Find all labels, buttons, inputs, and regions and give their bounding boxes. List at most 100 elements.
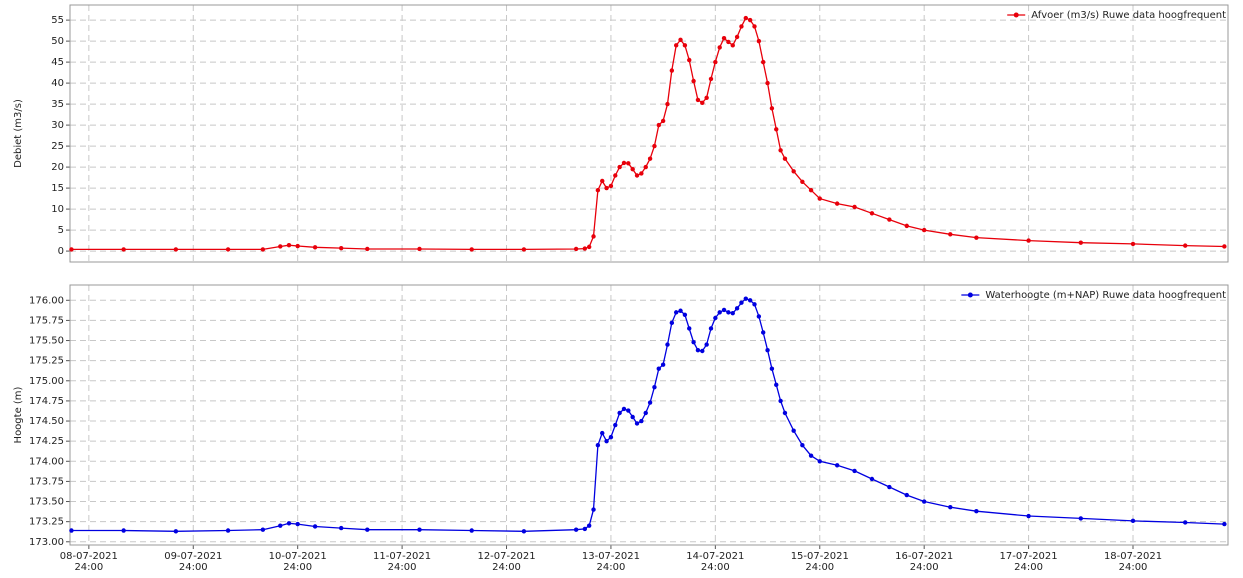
data-point [630, 166, 635, 172]
data-point [887, 217, 892, 222]
data-point [286, 243, 292, 248]
y-tick-label: 175.00 [29, 376, 64, 387]
data-point [673, 43, 679, 48]
data-point [665, 101, 670, 107]
data-point [921, 227, 927, 233]
data-point [173, 247, 179, 252]
data-point [365, 527, 370, 532]
data-point [286, 521, 292, 526]
data-point [665, 342, 670, 347]
data-point [278, 244, 283, 249]
data-point [586, 523, 592, 528]
data-point [756, 38, 762, 44]
y-tick-label: 45 [51, 57, 64, 68]
y-tick-label: 174.25 [29, 436, 64, 447]
y-tick-label: 176.00 [29, 295, 64, 306]
data-point [617, 410, 622, 416]
data-point [595, 442, 601, 448]
data-point [365, 246, 370, 252]
data-point [747, 17, 753, 23]
data-point [639, 171, 644, 176]
data-point [726, 310, 731, 315]
data-point [713, 59, 718, 65]
x-tick-label: 12-07-2021 24:00 [477, 551, 535, 573]
data-point [338, 525, 344, 531]
data-point [700, 348, 705, 354]
data-point [743, 15, 749, 21]
data-point [656, 366, 661, 371]
data-point [678, 308, 683, 313]
data-point [1026, 238, 1031, 243]
data-point [1183, 520, 1188, 525]
data-point [634, 421, 640, 426]
y-axis-label: Debiet (m3/s) [13, 99, 24, 168]
y-tick-label: 175.75 [29, 315, 64, 326]
data-point [739, 24, 744, 29]
data-point [613, 422, 618, 428]
data-point [948, 232, 953, 237]
y-tick-label: 173.75 [29, 476, 64, 487]
data-point [647, 156, 653, 161]
y-tick-label: 175.25 [29, 356, 64, 367]
data-point [817, 196, 822, 201]
data-point [817, 459, 822, 464]
data-point [765, 80, 770, 86]
data-point [834, 201, 840, 206]
data-point [761, 330, 766, 335]
data-point [778, 148, 783, 153]
data-point [582, 246, 588, 251]
data-point [974, 235, 979, 240]
data-point [791, 169, 796, 174]
legend-label: Waterhoogte (m+NAP) Ruwe data hoogfreque… [985, 290, 1226, 301]
data-point [761, 59, 766, 65]
data-point [617, 164, 622, 170]
data-point [225, 528, 231, 533]
y-tick-label: 25 [51, 141, 64, 152]
data-point [260, 527, 266, 532]
data-point [660, 362, 666, 367]
data-point [743, 296, 749, 301]
y-tick-label: 20 [51, 162, 64, 173]
data-point [295, 521, 300, 527]
data-point [721, 307, 727, 313]
data-point [774, 127, 779, 132]
data-point [904, 492, 909, 498]
data-point [808, 453, 814, 458]
data-point [1078, 240, 1084, 245]
plot-frame [69, 284, 1229, 546]
y-tick-label: 173.00 [29, 537, 64, 548]
data-point [643, 164, 648, 170]
data-point [869, 476, 875, 482]
data-point [673, 310, 679, 315]
data-point [669, 320, 675, 326]
data-point [669, 68, 675, 73]
legend-marker [1013, 12, 1019, 18]
data-point [121, 528, 126, 533]
data-point [656, 122, 661, 128]
data-point [717, 45, 722, 50]
data-point [782, 410, 788, 416]
data-point [643, 410, 648, 416]
data-point [312, 245, 318, 250]
data-point [948, 504, 953, 510]
plot-frame [69, 4, 1229, 263]
data-point [974, 508, 979, 514]
y-tick-label: 30 [51, 120, 64, 131]
data-point [695, 97, 701, 103]
data-point [469, 247, 474, 252]
y-tick-label: 50 [51, 36, 64, 47]
data-point [634, 173, 640, 178]
x-tick-label: 17-07-2021 24:00 [1000, 551, 1058, 573]
data-point [591, 234, 596, 239]
data-point [769, 366, 775, 371]
data-point [69, 528, 74, 533]
data-point [621, 160, 627, 166]
data-point [834, 463, 840, 468]
data-point [734, 34, 740, 40]
data-point [1026, 513, 1031, 519]
y-tick-label: 173.25 [29, 517, 64, 528]
data-point [708, 326, 714, 331]
data-point [647, 400, 653, 405]
data-point [904, 223, 909, 229]
data-point [791, 428, 796, 433]
